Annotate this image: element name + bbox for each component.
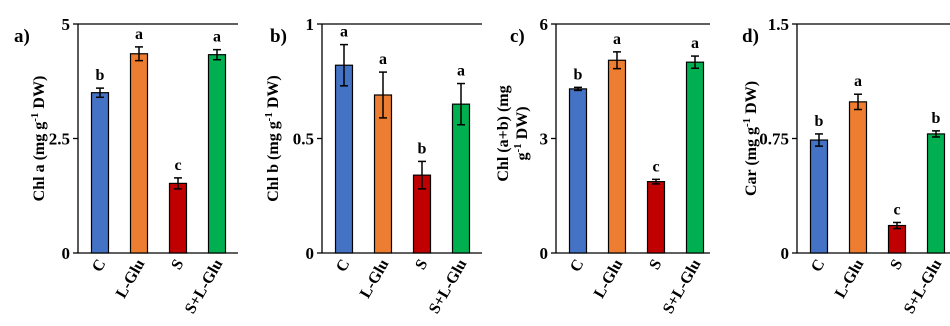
category-label: C (808, 257, 829, 276)
bar (373, 94, 393, 254)
y-tick-label: 1.5 (768, 15, 789, 34)
significance-letter: b (96, 67, 105, 84)
category-label: L-Glu (113, 256, 149, 301)
bar (129, 53, 149, 254)
category-label: L-Glu (357, 256, 393, 301)
bar (451, 103, 471, 254)
significance-letter: b (815, 113, 824, 130)
panel-c: c) 0 3 6 Chl (a+b) (mg g-1 DW) b Ca L-Glu c Sa S+L-… (495, 15, 710, 317)
significance-letter: a (457, 63, 465, 80)
bar (926, 133, 946, 254)
significance-letter: b (574, 66, 583, 83)
panel-label: a) (14, 26, 30, 47)
y-axis-label: Car (mg g-1 DW) (741, 81, 760, 196)
category-label: S (168, 256, 187, 272)
y-tick-label: 1 (306, 15, 315, 34)
panel-label: d) (742, 26, 759, 47)
panel-label: b) (270, 26, 287, 47)
panel-a: a) 0 2.5 5 Chl a (mg g-1 DW) b Ca L-Glu c Sa S+L-G… (14, 15, 238, 317)
y-tick-label: 0 (540, 244, 549, 263)
significance-letter: c (893, 201, 900, 218)
y-axis-label-line2: g-1 DW) (512, 106, 531, 160)
category-label: C (333, 257, 354, 276)
significance-letter: a (213, 29, 221, 46)
significance-letter: b (418, 140, 427, 157)
significance-letter: a (340, 24, 348, 41)
y-tick-label: 3 (540, 130, 549, 149)
significance-letter: c (174, 157, 181, 174)
y-tick-label: 5 (62, 15, 71, 34)
bar (568, 88, 588, 254)
category-label: S (887, 256, 906, 272)
significance-letter: a (379, 51, 387, 68)
bar (207, 54, 227, 254)
panel-b: b) 0 0.5 1 Chl b (mg g-1 DW) a Ca L-Glu b Sa S+L-G… (263, 15, 482, 317)
panel-d: d) 0 0.75 1.5 Car (mg g-1 DW) b Ca L-Glu c Sb S+L-… (741, 15, 950, 317)
bar (607, 59, 627, 254)
category-label: S (412, 256, 431, 272)
category-label: C (567, 257, 588, 276)
significance-letter: a (135, 26, 143, 43)
y-axis-label: Chl b (mg g-1 DW) (263, 75, 282, 202)
bar (848, 101, 868, 254)
significance-letter: a (854, 73, 862, 90)
bar (646, 181, 666, 254)
panel-label: c) (510, 26, 525, 47)
bar (168, 182, 188, 254)
category-label: C (89, 257, 110, 276)
category-label: S+L-Glu (426, 256, 471, 316)
significance-letter: c (652, 158, 659, 175)
category-label: L-Glu (832, 256, 868, 301)
y-tick-label: 0.75 (759, 130, 789, 149)
y-tick-label: 2.5 (49, 130, 70, 149)
category-label: S+L-Glu (901, 256, 946, 316)
bar (809, 139, 829, 254)
category-label: S+L-Glu (660, 256, 705, 316)
y-axis-label-line1: Chl (a+b) (mg (495, 85, 512, 181)
significance-letter: a (691, 35, 699, 52)
bar (685, 61, 705, 254)
significance-letter: a (613, 31, 621, 48)
y-tick-label: 0.5 (293, 130, 314, 149)
y-tick-label: 6 (540, 15, 549, 34)
bar (887, 224, 907, 254)
bar (90, 92, 110, 254)
y-tick-label: 0 (781, 244, 790, 263)
y-tick-label: 0 (306, 244, 315, 263)
y-tick-label: 0 (62, 244, 71, 263)
category-label: S+L-Glu (182, 256, 227, 316)
category-label: S (646, 256, 665, 272)
bar (334, 64, 354, 254)
y-axis-label: Chl a (mg g-1 DW) (29, 76, 48, 202)
significance-letter: b (932, 110, 941, 127)
category-label: L-Glu (591, 256, 627, 301)
